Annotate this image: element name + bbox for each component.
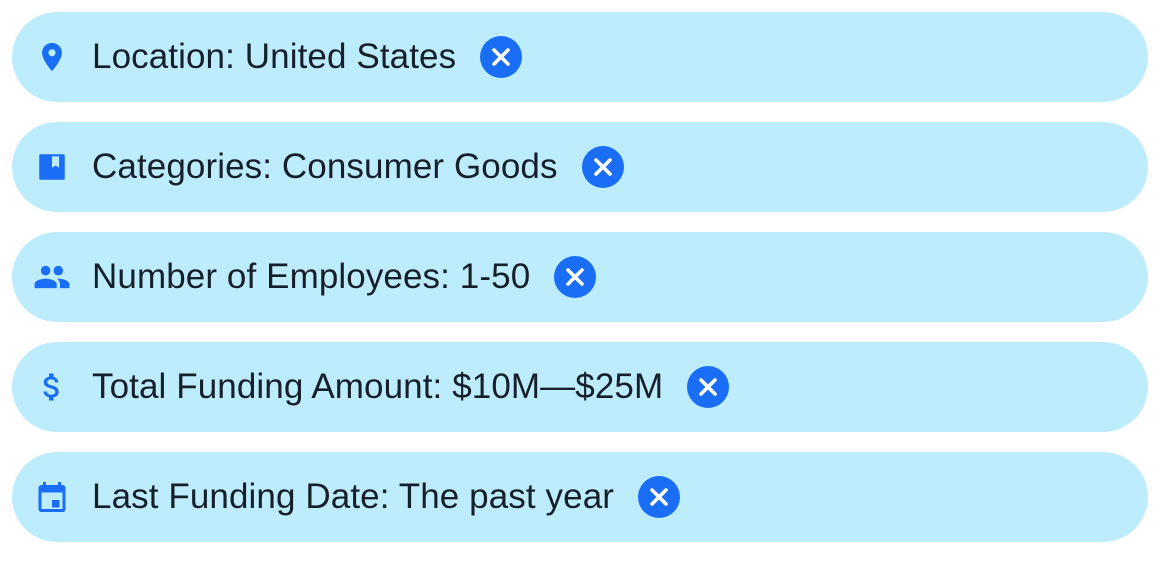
close-circle-icon (687, 366, 730, 408)
close-circle-icon (480, 36, 523, 78)
bookmark-book-icon (32, 147, 72, 187)
filter-chip-location: Location: United States (12, 12, 1148, 102)
filter-chip-label: Total Funding Amount: $10M—$25M (92, 367, 664, 406)
filter-chip-categories: Categories: Consumer Goods (12, 122, 1148, 212)
filter-chip-last-funding-date: Last Funding Date: The past year (12, 452, 1148, 542)
filter-chip-list: Location: United States Categories: Cons… (12, 12, 1148, 562)
location-pin-icon (32, 37, 72, 77)
remove-filter-button[interactable] (480, 36, 523, 78)
remove-filter-button[interactable] (554, 256, 597, 298)
close-circle-icon (638, 476, 681, 518)
close-circle-icon (554, 256, 597, 298)
remove-filter-button[interactable] (638, 476, 681, 518)
dollar-icon (32, 367, 72, 407)
close-circle-icon (581, 146, 624, 188)
calendar-icon (32, 477, 72, 517)
filter-chip-employees: Number of Employees: 1-50 (12, 232, 1148, 322)
remove-filter-button[interactable] (687, 366, 730, 408)
people-icon (32, 257, 72, 297)
filter-chip-label: Categories: Consumer Goods (92, 147, 558, 186)
filter-chip-funding-amount: Total Funding Amount: $10M—$25M (12, 342, 1148, 432)
filter-chip-label: Location: United States (92, 37, 457, 76)
filter-chip-label: Number of Employees: 1-50 (92, 257, 531, 296)
remove-filter-button[interactable] (581, 146, 624, 188)
filter-chip-label: Last Funding Date: The past year (92, 477, 615, 516)
